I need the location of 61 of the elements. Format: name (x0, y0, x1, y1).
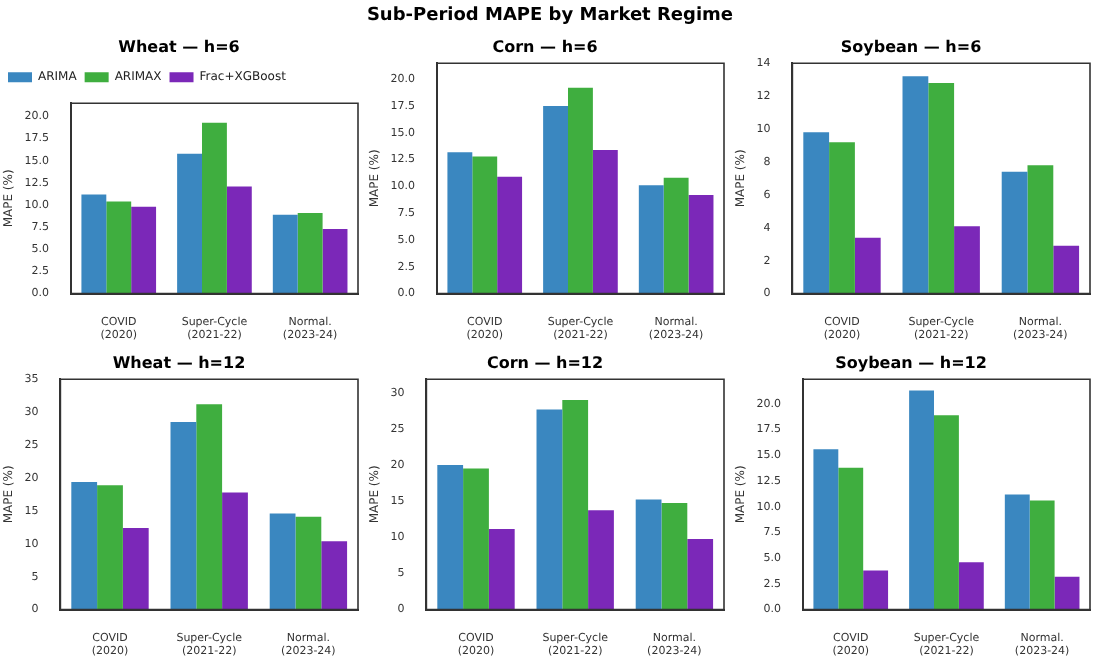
bar (1004, 494, 1030, 610)
bar (663, 177, 689, 294)
bar (196, 404, 223, 610)
bar (71, 481, 98, 610)
bar (295, 516, 322, 610)
bar (447, 152, 473, 294)
bar (463, 468, 489, 610)
bar (638, 185, 664, 294)
bar (687, 539, 714, 610)
bar (863, 570, 889, 610)
bar (226, 186, 252, 294)
chart-title: Soybean — h=6 (840, 37, 983, 56)
text: Sub-Period MAPE by Market Regime (366, 6, 734, 26)
bar (322, 228, 348, 294)
bar (838, 467, 864, 610)
bar (688, 195, 714, 294)
bar (97, 485, 123, 610)
bar (958, 562, 984, 610)
chart-title: Wheat — h=6 (118, 37, 241, 56)
bar (829, 142, 855, 294)
bar (562, 400, 589, 610)
bar (488, 528, 515, 610)
bar (592, 150, 618, 294)
bar (928, 82, 955, 294)
bar (81, 194, 107, 294)
bar (854, 237, 881, 294)
bar (222, 492, 248, 610)
bar (934, 415, 959, 610)
chart-title: Wheat — h=12 (112, 353, 246, 372)
bar (536, 409, 563, 610)
bar (177, 153, 203, 294)
bar (661, 503, 688, 610)
bar (803, 132, 830, 294)
bar (269, 513, 296, 610)
chart-title: Soybean — h=12 (835, 353, 987, 372)
bar (321, 541, 348, 610)
bar (902, 76, 929, 294)
bar (437, 464, 464, 610)
bar (813, 449, 839, 610)
bar (106, 201, 132, 294)
bar (122, 527, 149, 610)
bar (568, 87, 593, 294)
bar (635, 499, 662, 610)
chart-title: Corn — h=12 (486, 353, 604, 372)
bar (1054, 576, 1080, 610)
bar (543, 106, 569, 294)
bar (909, 390, 935, 610)
bar (1001, 171, 1028, 294)
bar (954, 226, 980, 294)
bar (1029, 500, 1055, 610)
bar (202, 122, 227, 294)
bar (1027, 165, 1054, 294)
bar (497, 176, 523, 294)
bar (131, 206, 157, 294)
bar (170, 421, 197, 610)
bar (297, 213, 323, 294)
bar (472, 156, 498, 294)
bar (588, 510, 614, 610)
chart-title: Corn — h=6 (492, 37, 599, 56)
bar (272, 214, 298, 294)
bar (1053, 245, 1080, 294)
